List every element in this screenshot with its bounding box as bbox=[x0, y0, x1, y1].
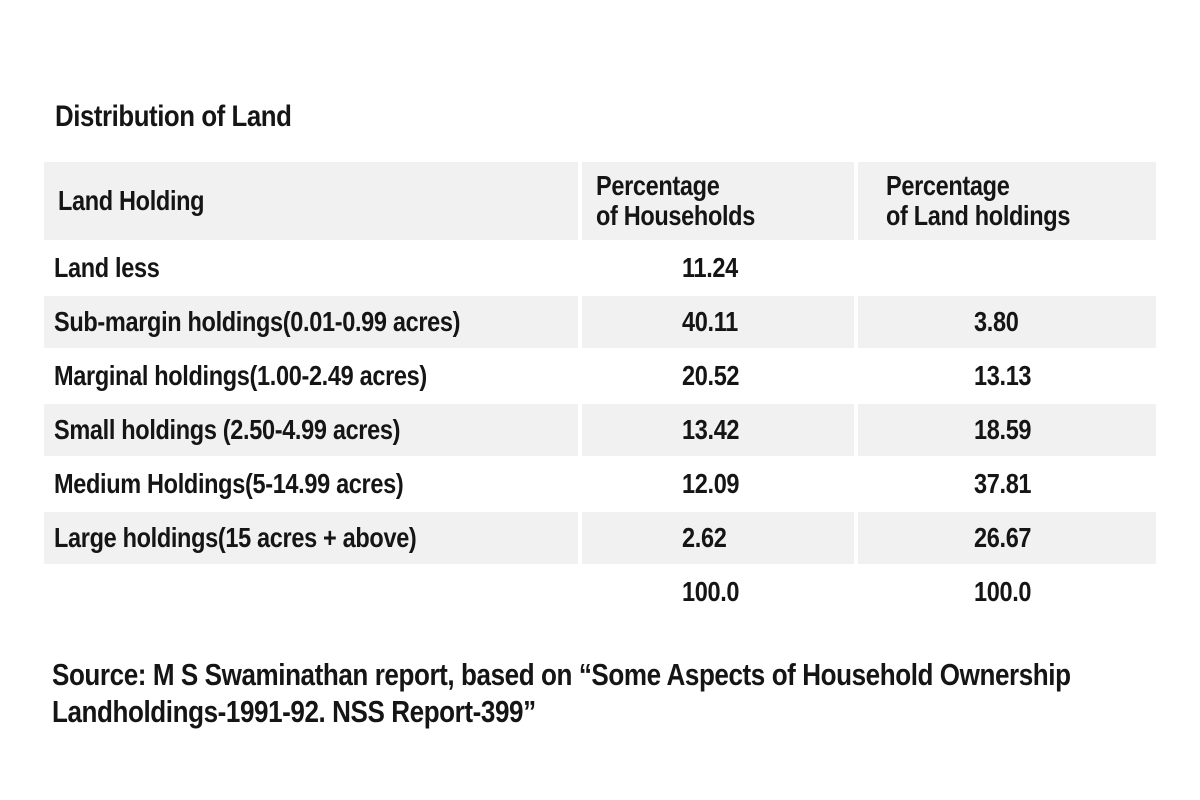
row-label: Marginal holdings(1.00-2.49 acres) bbox=[54, 360, 427, 391]
table-total-row: 100.0 100.0 bbox=[44, 566, 1156, 620]
households-cell: 13.42 bbox=[582, 404, 858, 458]
total-households-value: 100.0 bbox=[682, 576, 740, 607]
table-row: Land less 11.24 bbox=[44, 242, 1156, 296]
total-land-value: 100.0 bbox=[974, 576, 1032, 607]
header-land-holding: Land Holding bbox=[44, 162, 582, 242]
households-value: 20.52 bbox=[682, 360, 740, 391]
row-label: Medium Holdings(5-14.99 acres) bbox=[54, 468, 404, 499]
table-header-row: Land Holding Percentage of Households Pe… bbox=[44, 162, 1156, 242]
header-households-text: Percentage of Households bbox=[596, 171, 755, 231]
table-row: Marginal holdings(1.00-2.49 acres) 20.52… bbox=[44, 350, 1156, 404]
households-cell: 2.62 bbox=[582, 512, 858, 566]
households-cell: 40.11 bbox=[582, 296, 858, 350]
header-land-line2: of Land holdings bbox=[886, 200, 1071, 231]
households-value: 13.42 bbox=[682, 414, 740, 445]
land-cell: 13.13 bbox=[858, 350, 1156, 404]
source-line-2: Landholdings-1991-92. NSS Report-399” bbox=[52, 694, 536, 729]
row-label-cell: Marginal holdings(1.00-2.49 acres) bbox=[44, 350, 582, 404]
row-label-cell: Large holdings(15 acres + above) bbox=[44, 512, 582, 566]
land-value: 13.13 bbox=[974, 360, 1032, 391]
row-label: Small holdings (2.50-4.99 acres) bbox=[54, 414, 401, 445]
table-row: Medium Holdings(5-14.99 acres) 12.09 37.… bbox=[44, 458, 1156, 512]
households-cell: 20.52 bbox=[582, 350, 858, 404]
row-label-cell: Medium Holdings(5-14.99 acres) bbox=[44, 458, 582, 512]
total-label-cell bbox=[44, 566, 582, 620]
land-cell: 18.59 bbox=[858, 404, 1156, 458]
row-label: Land less bbox=[54, 252, 160, 283]
land-value: 26.67 bbox=[974, 522, 1032, 553]
households-value: 11.24 bbox=[682, 252, 738, 283]
table-row: Small holdings (2.50-4.99 acres) 13.42 1… bbox=[44, 404, 1156, 458]
land-cell bbox=[858, 242, 1156, 296]
row-label-cell: Land less bbox=[44, 242, 582, 296]
source-note: Source: M S Swaminathan report, based on… bbox=[52, 656, 1192, 730]
header-land-text: Percentage of Land holdings bbox=[886, 171, 1070, 231]
row-label-cell: Sub-margin holdings(0.01-0.99 acres) bbox=[44, 296, 582, 350]
land-cell: 37.81 bbox=[858, 458, 1156, 512]
households-value: 12.09 bbox=[682, 468, 740, 499]
header-households-line2: of Households bbox=[596, 200, 755, 231]
header-percentage-land-holdings: Percentage of Land holdings bbox=[858, 162, 1156, 242]
land-distribution-table: Land Holding Percentage of Households Pe… bbox=[44, 162, 1156, 620]
households-cell: 12.09 bbox=[582, 458, 858, 512]
total-land-cell: 100.0 bbox=[858, 566, 1156, 620]
land-value: 37.81 bbox=[974, 468, 1032, 499]
header-percentage-households: Percentage of Households bbox=[582, 162, 858, 242]
header-land-holding-text: Land Holding bbox=[58, 185, 205, 216]
header-land-line1: Percentage bbox=[886, 170, 1010, 201]
row-label-cell: Small holdings (2.50-4.99 acres) bbox=[44, 404, 582, 458]
land-cell: 26.67 bbox=[858, 512, 1156, 566]
total-households-cell: 100.0 bbox=[582, 566, 858, 620]
header-households-line1: Percentage bbox=[596, 170, 720, 201]
land-cell: 3.80 bbox=[858, 296, 1156, 350]
table-title: Distribution of Land bbox=[55, 100, 292, 133]
source-line-1: Source: M S Swaminathan report, based on… bbox=[52, 657, 1071, 692]
households-value: 40.11 bbox=[682, 306, 738, 337]
land-value: 18.59 bbox=[974, 414, 1032, 445]
households-value: 2.62 bbox=[682, 522, 727, 553]
table-row: Sub-margin holdings(0.01-0.99 acres) 40.… bbox=[44, 296, 1156, 350]
row-label: Large holdings(15 acres + above) bbox=[54, 522, 417, 553]
households-cell: 11.24 bbox=[582, 242, 858, 296]
land-value: 3.80 bbox=[974, 306, 1019, 337]
table-row: Large holdings(15 acres + above) 2.62 26… bbox=[44, 512, 1156, 566]
row-label: Sub-margin holdings(0.01-0.99 acres) bbox=[54, 306, 461, 337]
